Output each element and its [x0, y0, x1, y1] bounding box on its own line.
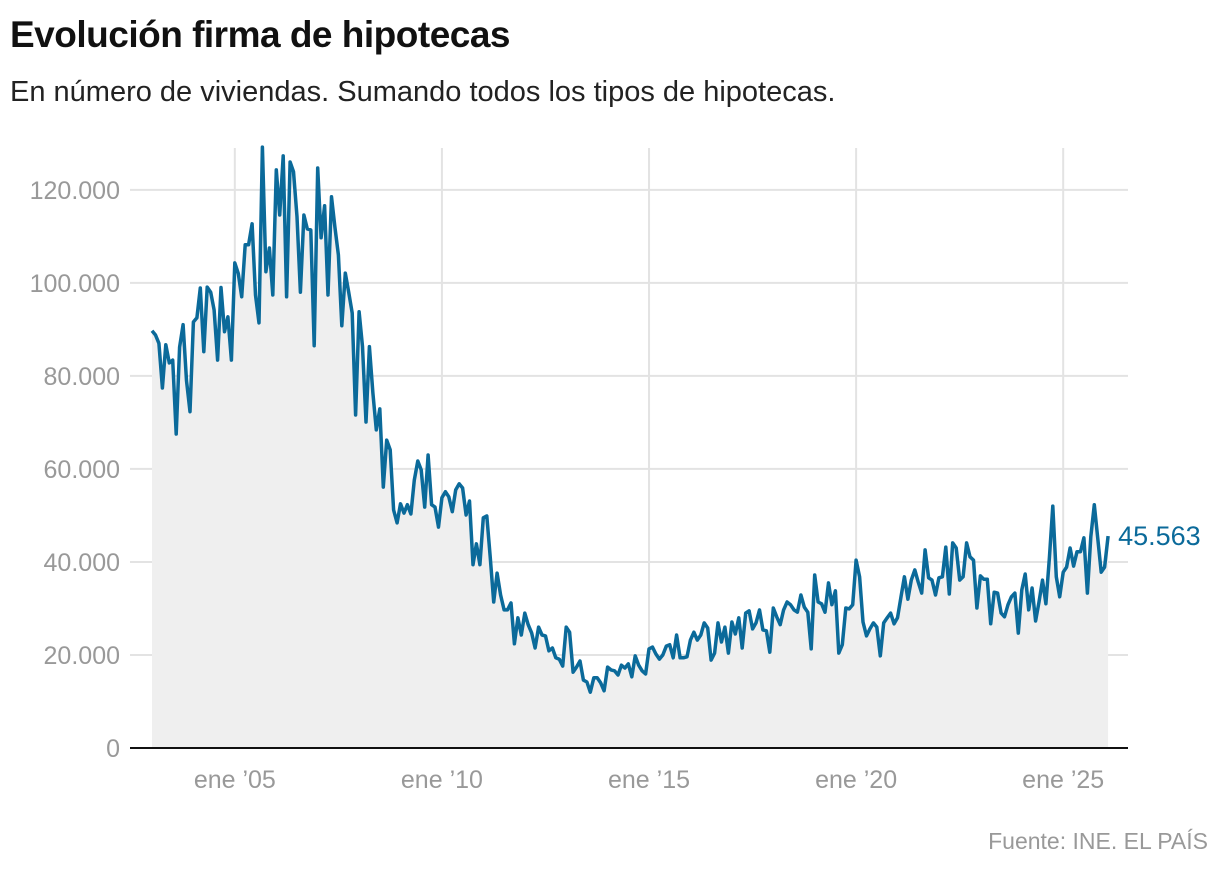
x-tick-label: ene ’25 — [1022, 766, 1104, 794]
chart-subtitle: En número de viviendas. Sumando todos lo… — [10, 76, 836, 108]
x-tick-label: ene ’15 — [608, 766, 690, 794]
x-tick-label: ene ’05 — [194, 766, 276, 794]
y-tick-label: 0 — [106, 735, 120, 763]
y-tick-label: 100.000 — [30, 270, 120, 298]
y-tick-label: 80.000 — [44, 363, 120, 391]
y-tick-label: 20.000 — [44, 642, 120, 670]
source-note: Fuente: INE. EL PAÍS — [988, 828, 1208, 854]
y-tick-label: 120.000 — [30, 177, 120, 205]
area-fill — [152, 147, 1109, 749]
x-tick-label: ene ’20 — [815, 766, 897, 794]
chart-title: Evolución firma de hipotecas — [10, 14, 511, 55]
series-line — [150, 145, 1110, 694]
x-tick-label: ene ’10 — [401, 766, 483, 794]
y-tick-label: 60.000 — [44, 456, 120, 484]
end-value-label: 45.563 — [1118, 521, 1201, 551]
axis-ticks: 0 20.000 40.000 60.000 80.000 100.000 120.000 e… — [30, 177, 1105, 794]
y-tick-label: 40.000 — [44, 549, 120, 577]
